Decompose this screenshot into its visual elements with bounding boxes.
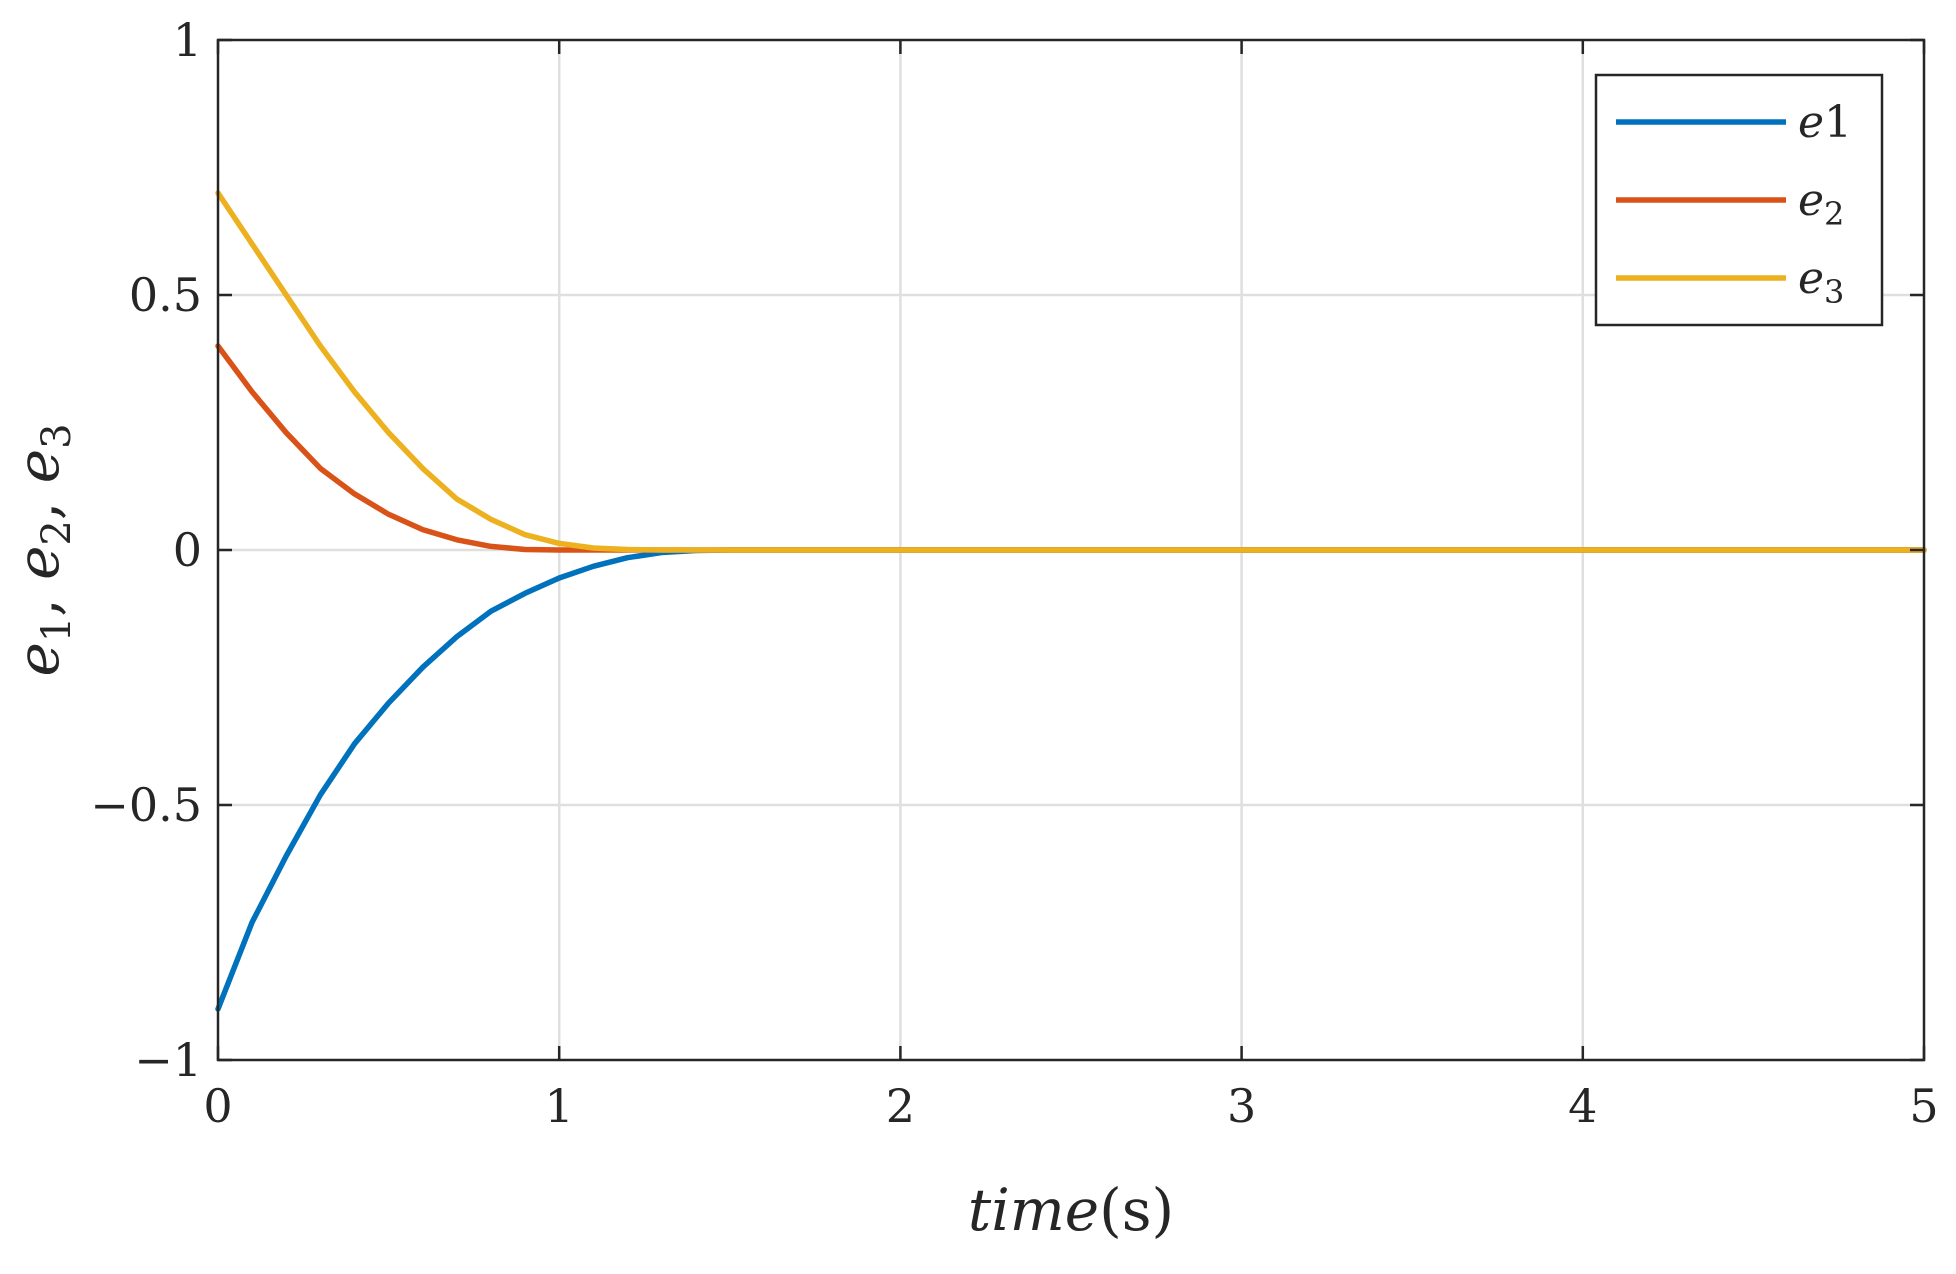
x-axis-label-unit: (s) (1099, 1176, 1174, 1244)
y-axis-label: e1, e2, e3 (4, 423, 80, 676)
y-tick-label: −0.5 (90, 778, 202, 832)
legend-label-e2: e2 (1798, 175, 1844, 233)
y-axis-label-subscript: 1 (34, 617, 80, 642)
y-axis-label-subscript: 2 (34, 520, 80, 545)
y-tick-labels: −1 −0.5 0 0.5 1 (90, 13, 202, 1087)
y-axis-label-variable: e (4, 642, 72, 676)
legend-label-variable: e (1798, 253, 1824, 304)
legend-label-index: 3 (1824, 273, 1844, 311)
legend-label-index: 1 (1824, 97, 1852, 148)
x-tick-labels: 0 1 2 3 4 5 (203, 1079, 1938, 1133)
y-axis-label-separator: , (4, 580, 72, 617)
x-tick-label: 4 (1568, 1079, 1597, 1133)
y-tick-label: −1 (134, 1033, 202, 1087)
x-tick-label: 0 (203, 1079, 232, 1133)
y-axis-label-variable: e (4, 546, 72, 580)
y-tick-label: 0.5 (129, 268, 202, 322)
y-tick-label: 1 (173, 13, 202, 67)
legend-label-e3: e3 (1798, 253, 1844, 311)
series-line-e3 (215, 190, 1927, 553)
axis-ticks (216, 38, 1926, 1062)
y-axis-label-separator: , (4, 483, 72, 520)
legend-label-index: 2 (1824, 195, 1844, 233)
x-axis-label-variable: time (968, 1176, 1099, 1244)
x-tick-label: 5 (1909, 1079, 1938, 1133)
y-axis-label-subscript: 3 (34, 423, 80, 448)
y-axis-label-variable: e (4, 449, 72, 483)
legend-label-e1: e1 (1798, 97, 1852, 148)
x-tick-label: 1 (545, 1079, 574, 1133)
y-tick-label: 0 (173, 523, 202, 577)
series-group (215, 190, 1927, 1012)
legend-label-variable: e (1798, 175, 1824, 226)
x-tick-label: 3 (1227, 1079, 1256, 1133)
x-axis-label: time(s) (968, 1176, 1174, 1244)
x-tick-label: 2 (886, 1079, 915, 1133)
legend-label-variable: e (1798, 97, 1824, 148)
